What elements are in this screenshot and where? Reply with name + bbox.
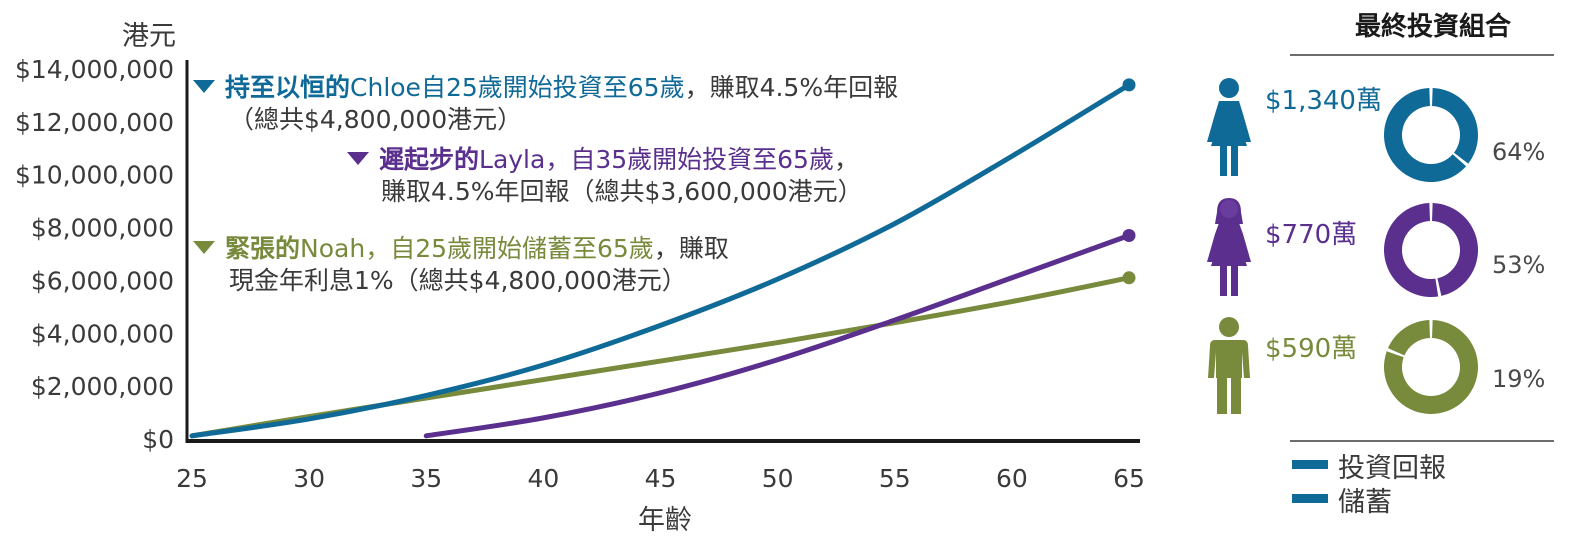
side-panel-title: 最終投資組合: [1355, 12, 1512, 42]
legend-swatch-savings: [1292, 494, 1328, 503]
annotation-layla: 遲起步的Layla，自35歲開始投資至65歲， 賺取4.5%年回報（總共$3,6…: [347, 144, 863, 208]
x-tick-label: 35: [410, 464, 442, 493]
x-axis-ticks: 25 30 35 40 45 50 55 60 65: [176, 464, 1145, 493]
portfolio-amount-layla: $770萬: [1265, 220, 1358, 250]
legend-label-return: 投資回報: [1338, 453, 1446, 484]
annotation-layla-rest: ，: [833, 145, 859, 174]
series-line-noah: [189, 275, 1132, 439]
woman-long-hair-icon: [1207, 198, 1251, 296]
annotation-noah-bold: 緊張的: [225, 234, 301, 263]
man-icon: [1208, 317, 1250, 414]
portfolio-percent-layla: 53%: [1492, 251, 1546, 279]
x-tick-label: 60: [996, 464, 1028, 493]
donut-segment-savings: [1384, 320, 1478, 414]
portfolio-percent-chloe: 64%: [1492, 138, 1546, 166]
y-tick-label: $6,000,000: [31, 266, 174, 295]
triangle-marker-icon: [193, 240, 215, 254]
donut-segment-return: [1384, 203, 1439, 297]
annotation-layla-mid: ，自35歲開始投資至65歲: [545, 145, 834, 174]
x-tick-label: 40: [527, 464, 559, 493]
y-tick-label: $4,000,000: [31, 319, 174, 348]
series-lines: [189, 78, 1136, 439]
annotation-chloe-bold: 持至以恒的: [225, 73, 351, 102]
x-axis-label: 年齡: [638, 505, 692, 536]
y-axis-label: 港元: [122, 21, 176, 52]
annotation-chloe: 持至以恒的Chloe自25歲開始投資至65歲，賺取4.5%年回報 （總共$4,8…: [193, 72, 898, 136]
portfolio-amount-noah: $590萬: [1265, 334, 1358, 364]
donut-chloe: [1384, 88, 1478, 182]
annotation-chloe-name: Chloe: [350, 73, 421, 102]
series-endpoint-layla: [1122, 229, 1136, 242]
donut-segment-savings: [1432, 203, 1478, 296]
x-tick-label: 50: [762, 464, 794, 493]
annotation-chloe-rest: ，賺取4.5%年回報: [684, 73, 899, 102]
annotation-chloe-line2: （總共$4,800,000港元）: [229, 105, 523, 134]
annotation-noah-rest: ，賺取: [653, 234, 729, 263]
x-tick-label: 65: [1113, 464, 1145, 493]
donut-layla: [1384, 203, 1478, 297]
side-panel-top-divider: [1290, 54, 1554, 56]
woman-icon: [1207, 78, 1251, 176]
triangle-marker-icon: [347, 151, 369, 165]
annotation-noah: 緊張的Noah，自25歲開始儲蓄至65歲，賺取 現金年利息1%（總共$4,800…: [193, 233, 729, 297]
series-endpoint-noah: [1122, 271, 1136, 285]
series-line-layla: [423, 233, 1132, 439]
y-axis-ticks: $0 $2,000,000 $4,000,000 $6,000,000 $8,000,0…: [15, 55, 174, 454]
annotation-layla-bold: 遲起步的: [379, 145, 480, 174]
donut-segment-return: [1384, 88, 1467, 182]
x-tick-label: 55: [879, 464, 911, 493]
portfolio-amount-chloe: $1,340萬: [1265, 86, 1382, 116]
x-tick-label: 45: [645, 464, 677, 493]
series-line-chloe: [189, 82, 1132, 439]
x-tick-label: 25: [176, 464, 208, 493]
y-tick-label: $2,000,000: [31, 372, 174, 401]
annotation-noah-line2: 現金年利息1%（總共$4,800,000港元）: [229, 266, 687, 295]
annotation-chloe-mid: 自25歲開始投資至65歲: [420, 73, 685, 102]
donut-noah: [1384, 320, 1478, 414]
legend-swatch-return: [1292, 460, 1328, 469]
y-tick-label: $0: [142, 425, 174, 454]
annotation-layla-line2: 賺取4.5%年回報（總共$3,600,000港元）: [381, 177, 863, 206]
y-tick-label: $14,000,000: [15, 55, 174, 84]
x-tick-label: 30: [293, 464, 325, 493]
donut-segment-return: [1387, 320, 1430, 356]
portfolio-percent-noah: 19%: [1492, 365, 1546, 393]
series-endpoint-chloe: [1122, 78, 1136, 92]
annotation-layla-name: Layla: [479, 145, 546, 174]
annotation-noah-name: Noah: [300, 234, 366, 263]
side-panel-bottom-divider: [1290, 440, 1554, 442]
annotation-noah-mid: ，自25歲開始儲蓄至65歲: [365, 234, 654, 263]
y-tick-label: $12,000,000: [15, 108, 174, 137]
y-tick-label: $10,000,000: [15, 161, 174, 190]
triangle-marker-icon: [193, 79, 215, 93]
donut-segment-savings: [1432, 88, 1478, 164]
y-tick-label: $8,000,000: [31, 214, 174, 243]
legend-label-savings: 儲蓄: [1338, 487, 1392, 518]
